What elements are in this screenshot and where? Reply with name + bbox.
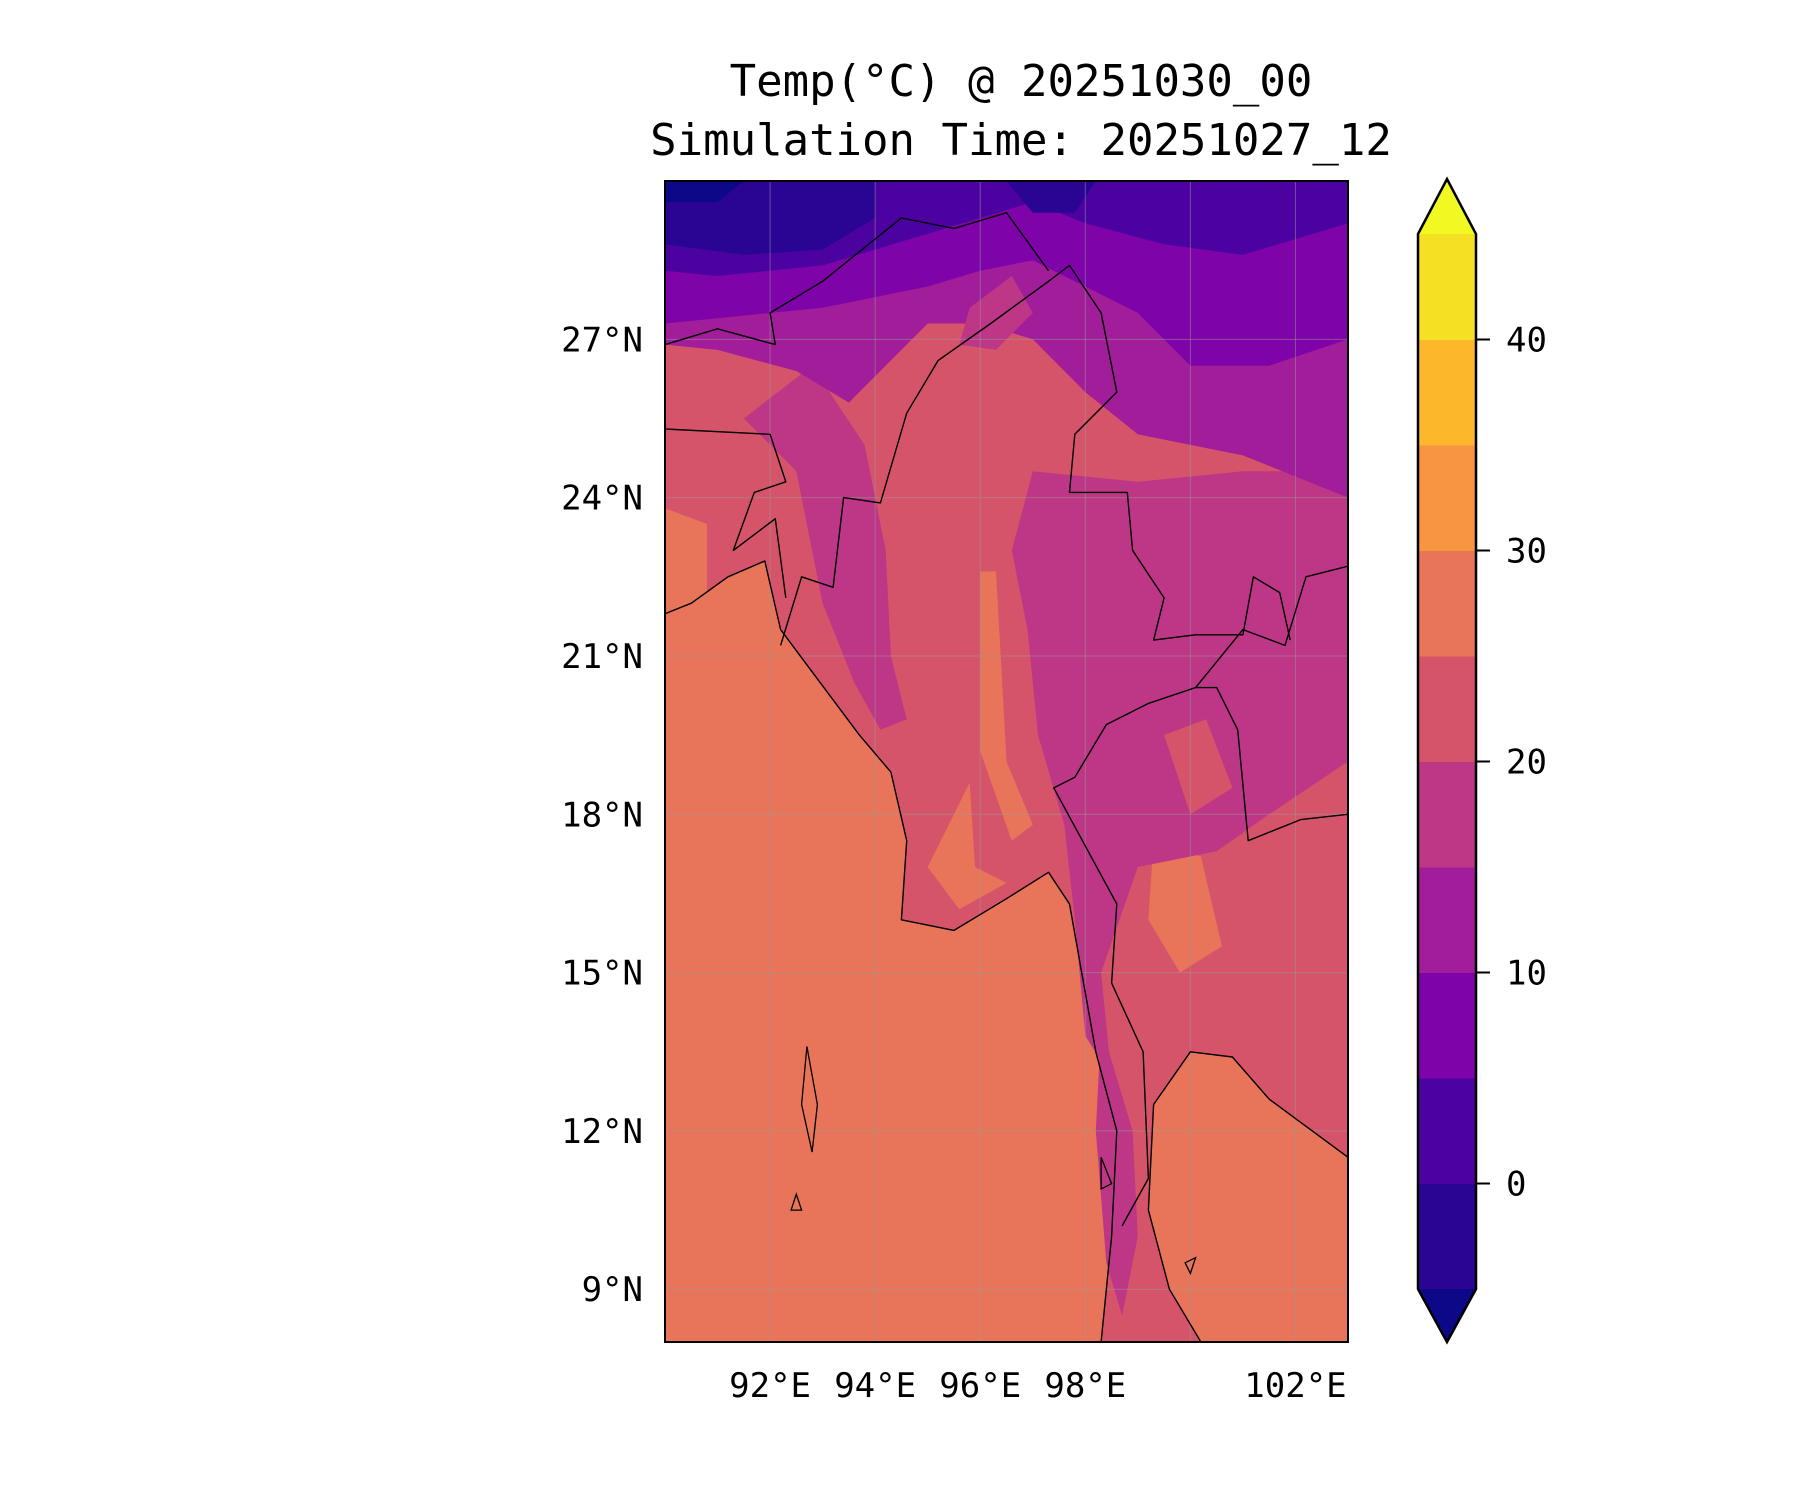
- colorbar-bin: [1418, 761, 1476, 868]
- temperature-map: [665, 181, 1348, 1342]
- colorbar-bin: [1418, 656, 1476, 762]
- y-tick-label: 18°N: [561, 795, 643, 835]
- x-tick-label: 102°E: [1244, 1366, 1346, 1406]
- contour-bangladesh-25-30: [665, 508, 707, 614]
- contour-highland-15-20: [1095, 1025, 1138, 1316]
- chart-subtitle: Simulation Time: 20251027_12: [650, 115, 1392, 166]
- colorbar-tick-label: 20: [1506, 743, 1547, 783]
- colorbar-bin: [1418, 445, 1476, 551]
- island-outline: [800, 1046, 819, 1153]
- colorbar-bin: [1418, 972, 1476, 1079]
- border-line: [779, 264, 1291, 646]
- colorbar-bin: [1418, 1183, 1476, 1290]
- border-line: [1053, 686, 1348, 1227]
- x-tick-label: 92°E: [729, 1366, 811, 1406]
- colorbar-tick-label: 0: [1506, 1165, 1526, 1205]
- contour-under: [665, 181, 744, 203]
- contour-tibet-minus5-0: [1006, 181, 1096, 213]
- y-tick-label: 21°N: [561, 637, 643, 677]
- border-line: [665, 211, 1050, 346]
- island-outline: [790, 1192, 803, 1211]
- border-line: [665, 428, 787, 598]
- colorbar-tick-label: 10: [1506, 954, 1547, 994]
- y-tick-label: 27°N: [561, 320, 643, 360]
- y-tick-label: 12°N: [561, 1112, 643, 1152]
- colorbar-bin: [1418, 339, 1476, 446]
- colorbar-extend-under: [1418, 1289, 1476, 1342]
- y-tick-label: 15°N: [561, 954, 643, 994]
- island-outline: [1100, 1157, 1113, 1191]
- chart-title: Temp(°C) @ 20251030_00: [730, 56, 1313, 107]
- colorbar-bin: [1418, 234, 1476, 340]
- y-axis-ticks: 9°N 12°N 15°N 18°N 21°N 24°N 27°N: [561, 320, 643, 1310]
- y-tick-label: 24°N: [561, 479, 643, 519]
- contour-thai-plain-25-30: [1148, 840, 1222, 973]
- gridlines: [665, 181, 1348, 1342]
- border-line: [665, 560, 1118, 1342]
- x-tick-label: 98°E: [1044, 1366, 1126, 1406]
- island-outline: [1184, 1256, 1197, 1276]
- colorbar-bin: [1418, 867, 1476, 973]
- colorbar: 0 10 20 30 40: [1416, 176, 1547, 1345]
- contour-valley-25-30: [980, 571, 1033, 841]
- colorbar-bin: [1418, 1078, 1476, 1184]
- contour-highland-15-20: [959, 276, 1033, 350]
- x-tick-label: 94°E: [834, 1366, 916, 1406]
- colorbar-outline: [1416, 176, 1478, 1345]
- colorbar-extend-over: [1418, 179, 1476, 234]
- x-axis-ticks: 92°E 94°E 96°E 98°E 102°E: [729, 1366, 1347, 1406]
- colorbar-bin: [1418, 550, 1476, 657]
- contour-highland-15-20: [743, 365, 907, 730]
- border-line: [1147, 1051, 1348, 1342]
- colorbar-tick-label: 30: [1506, 532, 1547, 572]
- y-tick-label: 9°N: [582, 1270, 643, 1310]
- contour-delta-25-30: [927, 782, 1007, 910]
- x-tick-label: 96°E: [939, 1366, 1021, 1406]
- map-frame: [664, 180, 1349, 1343]
- colorbar-tick-label: 40: [1506, 321, 1547, 361]
- coastline-borders: [665, 211, 1348, 1342]
- contour-land-20-25: [1164, 719, 1233, 815]
- border-line: [1195, 565, 1348, 689]
